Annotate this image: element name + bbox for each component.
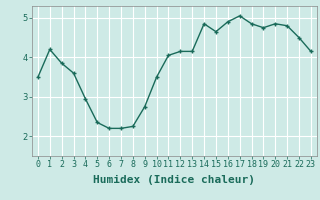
X-axis label: Humidex (Indice chaleur): Humidex (Indice chaleur) bbox=[93, 175, 255, 185]
